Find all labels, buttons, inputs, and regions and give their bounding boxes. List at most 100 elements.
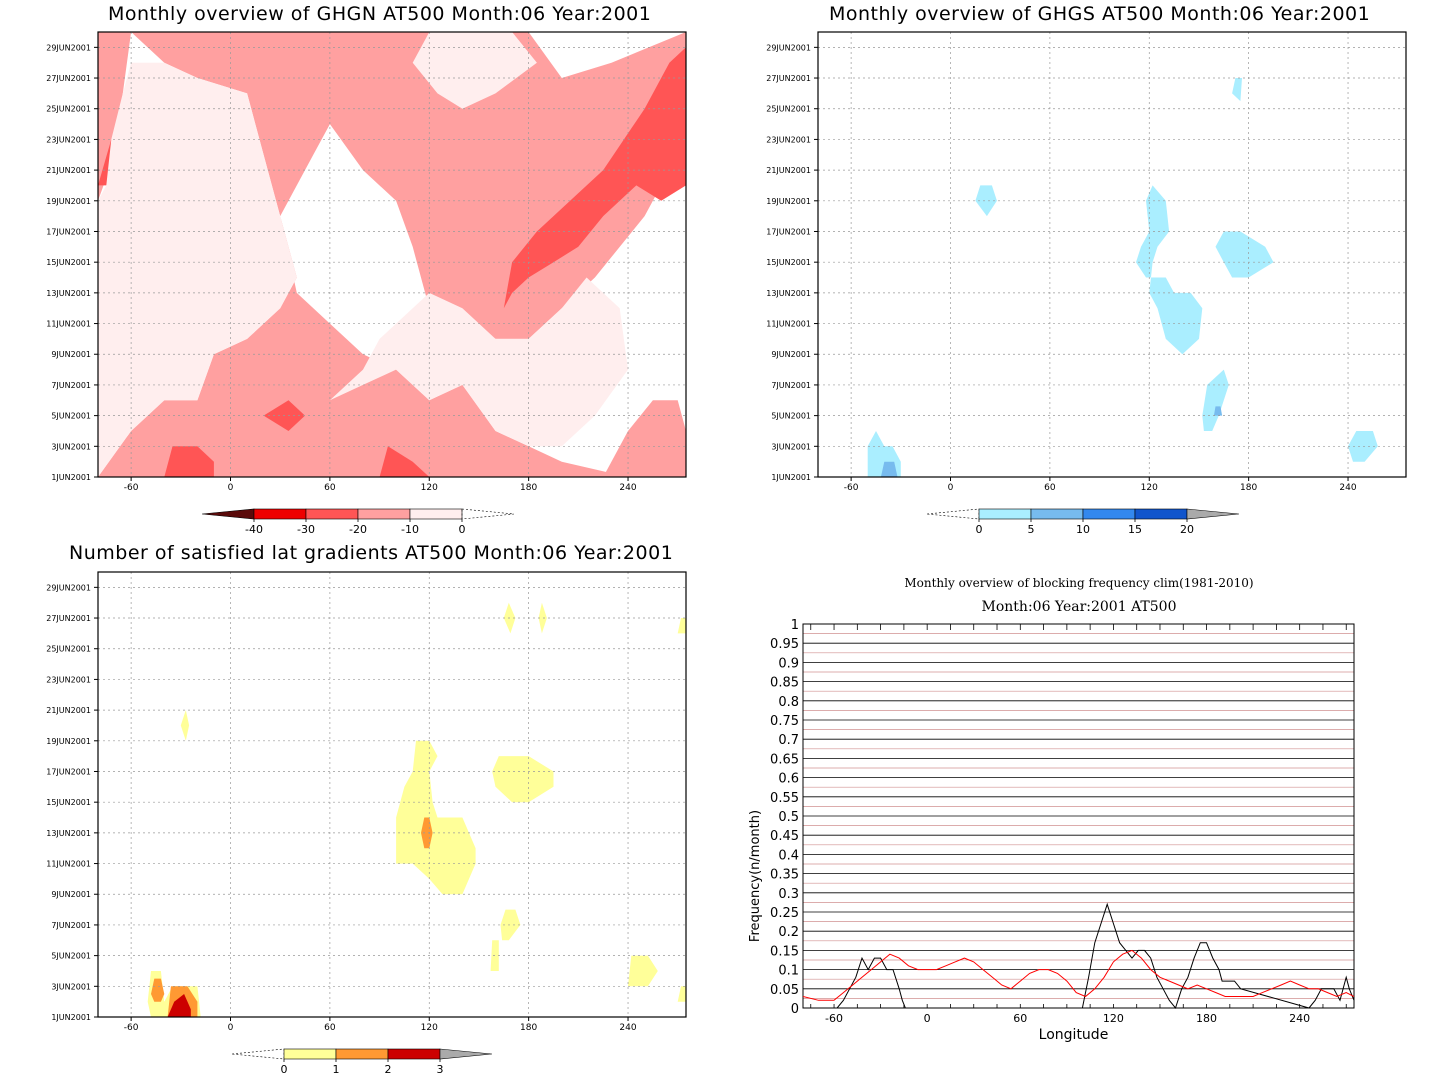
y-tick-label-blocking: 0 [791, 1002, 799, 1017]
contour-region-ghgs-6 [1213, 406, 1223, 416]
y-tick-label-ghgn: 25JUN2001 [46, 105, 91, 114]
y-tick-label-ghgn: 27JUN2001 [46, 74, 91, 83]
y-tick-label-blocking: 0.1 [778, 964, 799, 979]
y-tick-label-ghgn: 29JUN2001 [46, 43, 91, 52]
colorbar-swatch-ghgn [253, 508, 307, 520]
contour-region-ghgn-4 [379, 446, 430, 477]
y-tick-label-latgrad: 23JUN2001 [46, 675, 91, 684]
y-tick-label-ghgs: 7JUN2001 [771, 381, 811, 390]
colorbar-label-latgrad: 3 [437, 1063, 444, 1076]
x-tick-label-ghgn: 240 [619, 483, 636, 493]
colorbar-extend-right-ghgn [461, 508, 515, 520]
contour-region-ghgs-2 [975, 185, 997, 217]
contour-region-latgrad-4 [180, 710, 190, 741]
y-tick-label-ghgn: 5JUN2001 [51, 412, 91, 421]
contour-region-ghgs-4 [1215, 231, 1274, 278]
y-tick-label-latgrad: 5JUN2001 [51, 952, 91, 961]
colorbar-label-latgrad: 2 [385, 1063, 392, 1076]
y-tick-label-latgrad: 29JUN2001 [46, 583, 91, 592]
y-tick-label-ghgn: 1JUN2001 [51, 473, 91, 482]
colorbar-label-ghgs: 20 [1180, 523, 1194, 536]
y-tick-label-blocking: 0.65 [770, 752, 799, 767]
y-tick-label-blocking: 0.45 [770, 829, 799, 844]
colorbar-extend-right-latgrad [439, 1048, 493, 1060]
colorbar-label-ghgn: -40 [245, 523, 263, 536]
colorbar-extend-left-latgrad [231, 1048, 285, 1060]
chart-latgrad: -60 0 60 120 180 2401JUN20013JUN20015JUN20017… [46, 571, 687, 1076]
y-tick-label-ghgn: 19JUN2001 [46, 197, 91, 206]
plot-frame-latgrad [97, 571, 687, 1018]
chart-title-ghgs: Monthly overview of GHGS AT500 Month:06 … [829, 3, 1371, 25]
colorbar-label-ghgn: -30 [297, 523, 315, 536]
contour-region-latgrad-6 [421, 817, 433, 849]
y-tick-label-ghgs: 19JUN2001 [766, 197, 811, 206]
y-tick-label-latgrad: 19JUN2001 [46, 737, 91, 746]
y-tick-label-ghgs: 5JUN2001 [771, 412, 811, 421]
contour-region-ghgn-9 [329, 277, 628, 447]
y-tick-label-latgrad: 1JUN2001 [51, 1013, 91, 1022]
contour-region-ghgn-0 [98, 32, 686, 477]
y-tick-label-blocking: 0.85 [770, 676, 799, 691]
colorbar-label-latgrad: 1 [333, 1063, 340, 1076]
contour-region-latgrad-5 [396, 740, 476, 895]
grid-latgrad [98, 572, 686, 1018]
y-tick-label-blocking: 0.95 [770, 637, 799, 652]
contour-region-ghgn-10 [412, 32, 537, 109]
x-tick-label-ghgn: 120 [421, 483, 438, 493]
grid-ghgs [818, 32, 1406, 478]
y-tick-label-latgrad: 11JUN2001 [46, 860, 91, 869]
colorbar-label-ghgs: 15 [1128, 523, 1142, 536]
chart-title-blocking: Monthly overview of blocking frequency c… [904, 576, 1254, 590]
heatmap-regions-ghgs [867, 78, 1378, 477]
colorbar-swatch-latgrad [283, 1048, 337, 1060]
y-tick-label-latgrad: 7JUN2001 [51, 921, 91, 930]
y-tick-label-ghgn: 3JUN2001 [51, 442, 91, 451]
colorbar-label-ghgn: -10 [401, 523, 419, 536]
contour-region-latgrad-1 [151, 978, 165, 1002]
plot-frame-ghgn [97, 31, 687, 478]
colorbar-extend-left-ghgs [926, 508, 980, 520]
chart-blocking: -60 0 60 120 180 240 0 0.05 0.1 0.15 0.2 0.25 0.3 0.3… [748, 618, 1355, 1043]
x-tick-label-latgrad: 60 [324, 1023, 336, 1033]
y-tick-label-latgrad: 17JUN2001 [46, 767, 91, 776]
y-tick-label-ghgn: 9JUN2001 [51, 350, 91, 359]
y-tick-label-ghgs: 29JUN2001 [766, 43, 811, 52]
series-line-1 [803, 949, 1354, 1001]
plot-frame-ghgs [817, 31, 1407, 478]
x-tick-label-ghgs: 0 [948, 483, 954, 493]
grid-ghgn [98, 32, 686, 478]
y-tick-label-ghgs: 21JUN2001 [766, 166, 811, 175]
grid-blocking [803, 623, 1354, 1009]
y-tick-label-latgrad: 15JUN2001 [46, 798, 91, 807]
y-tick-label-ghgs: 27JUN2001 [766, 74, 811, 83]
y-tick-label-ghgn: 23JUN2001 [46, 135, 91, 144]
colorbar-latgrad: 0 1 2 3 [231, 1048, 493, 1076]
colorbar-swatch-ghgs [1030, 508, 1084, 520]
heatmap-regions-ghgn [98, 32, 686, 477]
colorbar-label-ghgs: 10 [1076, 523, 1090, 536]
y-tick-label-latgrad: 13JUN2001 [46, 829, 91, 838]
y-tick-label-blocking: 0.8 [778, 695, 799, 710]
y-tick-label-blocking: 0.7 [778, 733, 799, 748]
y-tick-label-blocking: 0.3 [778, 887, 799, 902]
y-tick-label-latgrad: 21JUN2001 [46, 706, 91, 715]
x-tick-label-blocking: 180 [1196, 1012, 1217, 1025]
x-tick-label-latgrad: 0 [228, 1023, 234, 1033]
x-tick-label-ghgn: -60 [124, 483, 139, 493]
y-tick-label-ghgn: 7JUN2001 [51, 381, 91, 390]
y-tick-label-latgrad: 9JUN2001 [51, 890, 91, 899]
contour-region-latgrad-12 [628, 955, 658, 987]
x-tick-label-blocking: 60 [1013, 1012, 1027, 1025]
y-tick-label-ghgn: 11JUN2001 [46, 320, 91, 329]
x-tick-label-latgrad: 180 [520, 1023, 537, 1033]
contour-region-ghgs-8 [1232, 78, 1242, 102]
colorbar-swatch-latgrad [387, 1048, 441, 1060]
y-tick-label-ghgs: 3JUN2001 [771, 442, 811, 451]
x-tick-label-ghgs: 180 [1240, 483, 1257, 493]
y-tick-label-blocking: 0.5 [778, 810, 799, 825]
y-tick-label-blocking: 1 [791, 618, 799, 633]
y-tick-label-blocking: 0.25 [770, 906, 799, 921]
colorbar-ghgn: -40 -30 -20 -10 0 [201, 508, 515, 536]
chart-subtitle-blocking: Month:06 Year:2001 AT500 [981, 599, 1177, 615]
y-tick-label-blocking: 0.35 [770, 868, 799, 883]
